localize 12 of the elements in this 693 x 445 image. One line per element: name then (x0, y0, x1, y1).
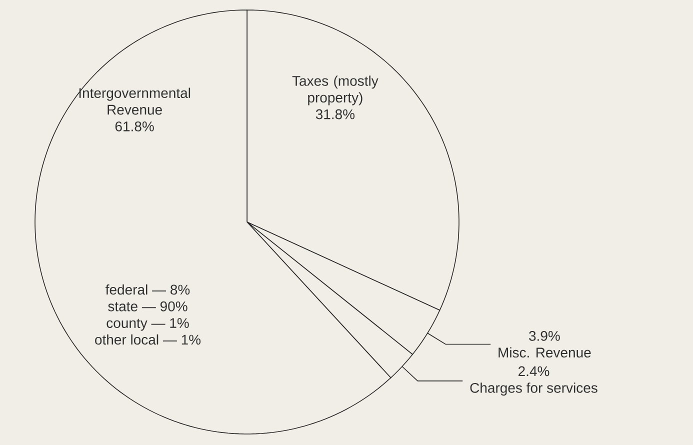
slice-label: Taxes (mostly property) (292, 76, 378, 106)
text: county — 1% (106, 318, 189, 331)
text: state — 90% (108, 301, 188, 312)
data-label: 2.4% (518, 366, 550, 376)
data-label: 61.8% (115, 121, 154, 132)
data-label: 3.9% (529, 330, 560, 341)
slice-label: Charges for services (470, 382, 598, 396)
data-label: 31.8% (316, 109, 355, 120)
text: federal — 8% (106, 284, 190, 295)
text: other local — 1% (95, 334, 201, 345)
slice-label: Misc. Revenue (498, 347, 591, 358)
slice-label: Intergovernmental Revenue (79, 88, 190, 115)
